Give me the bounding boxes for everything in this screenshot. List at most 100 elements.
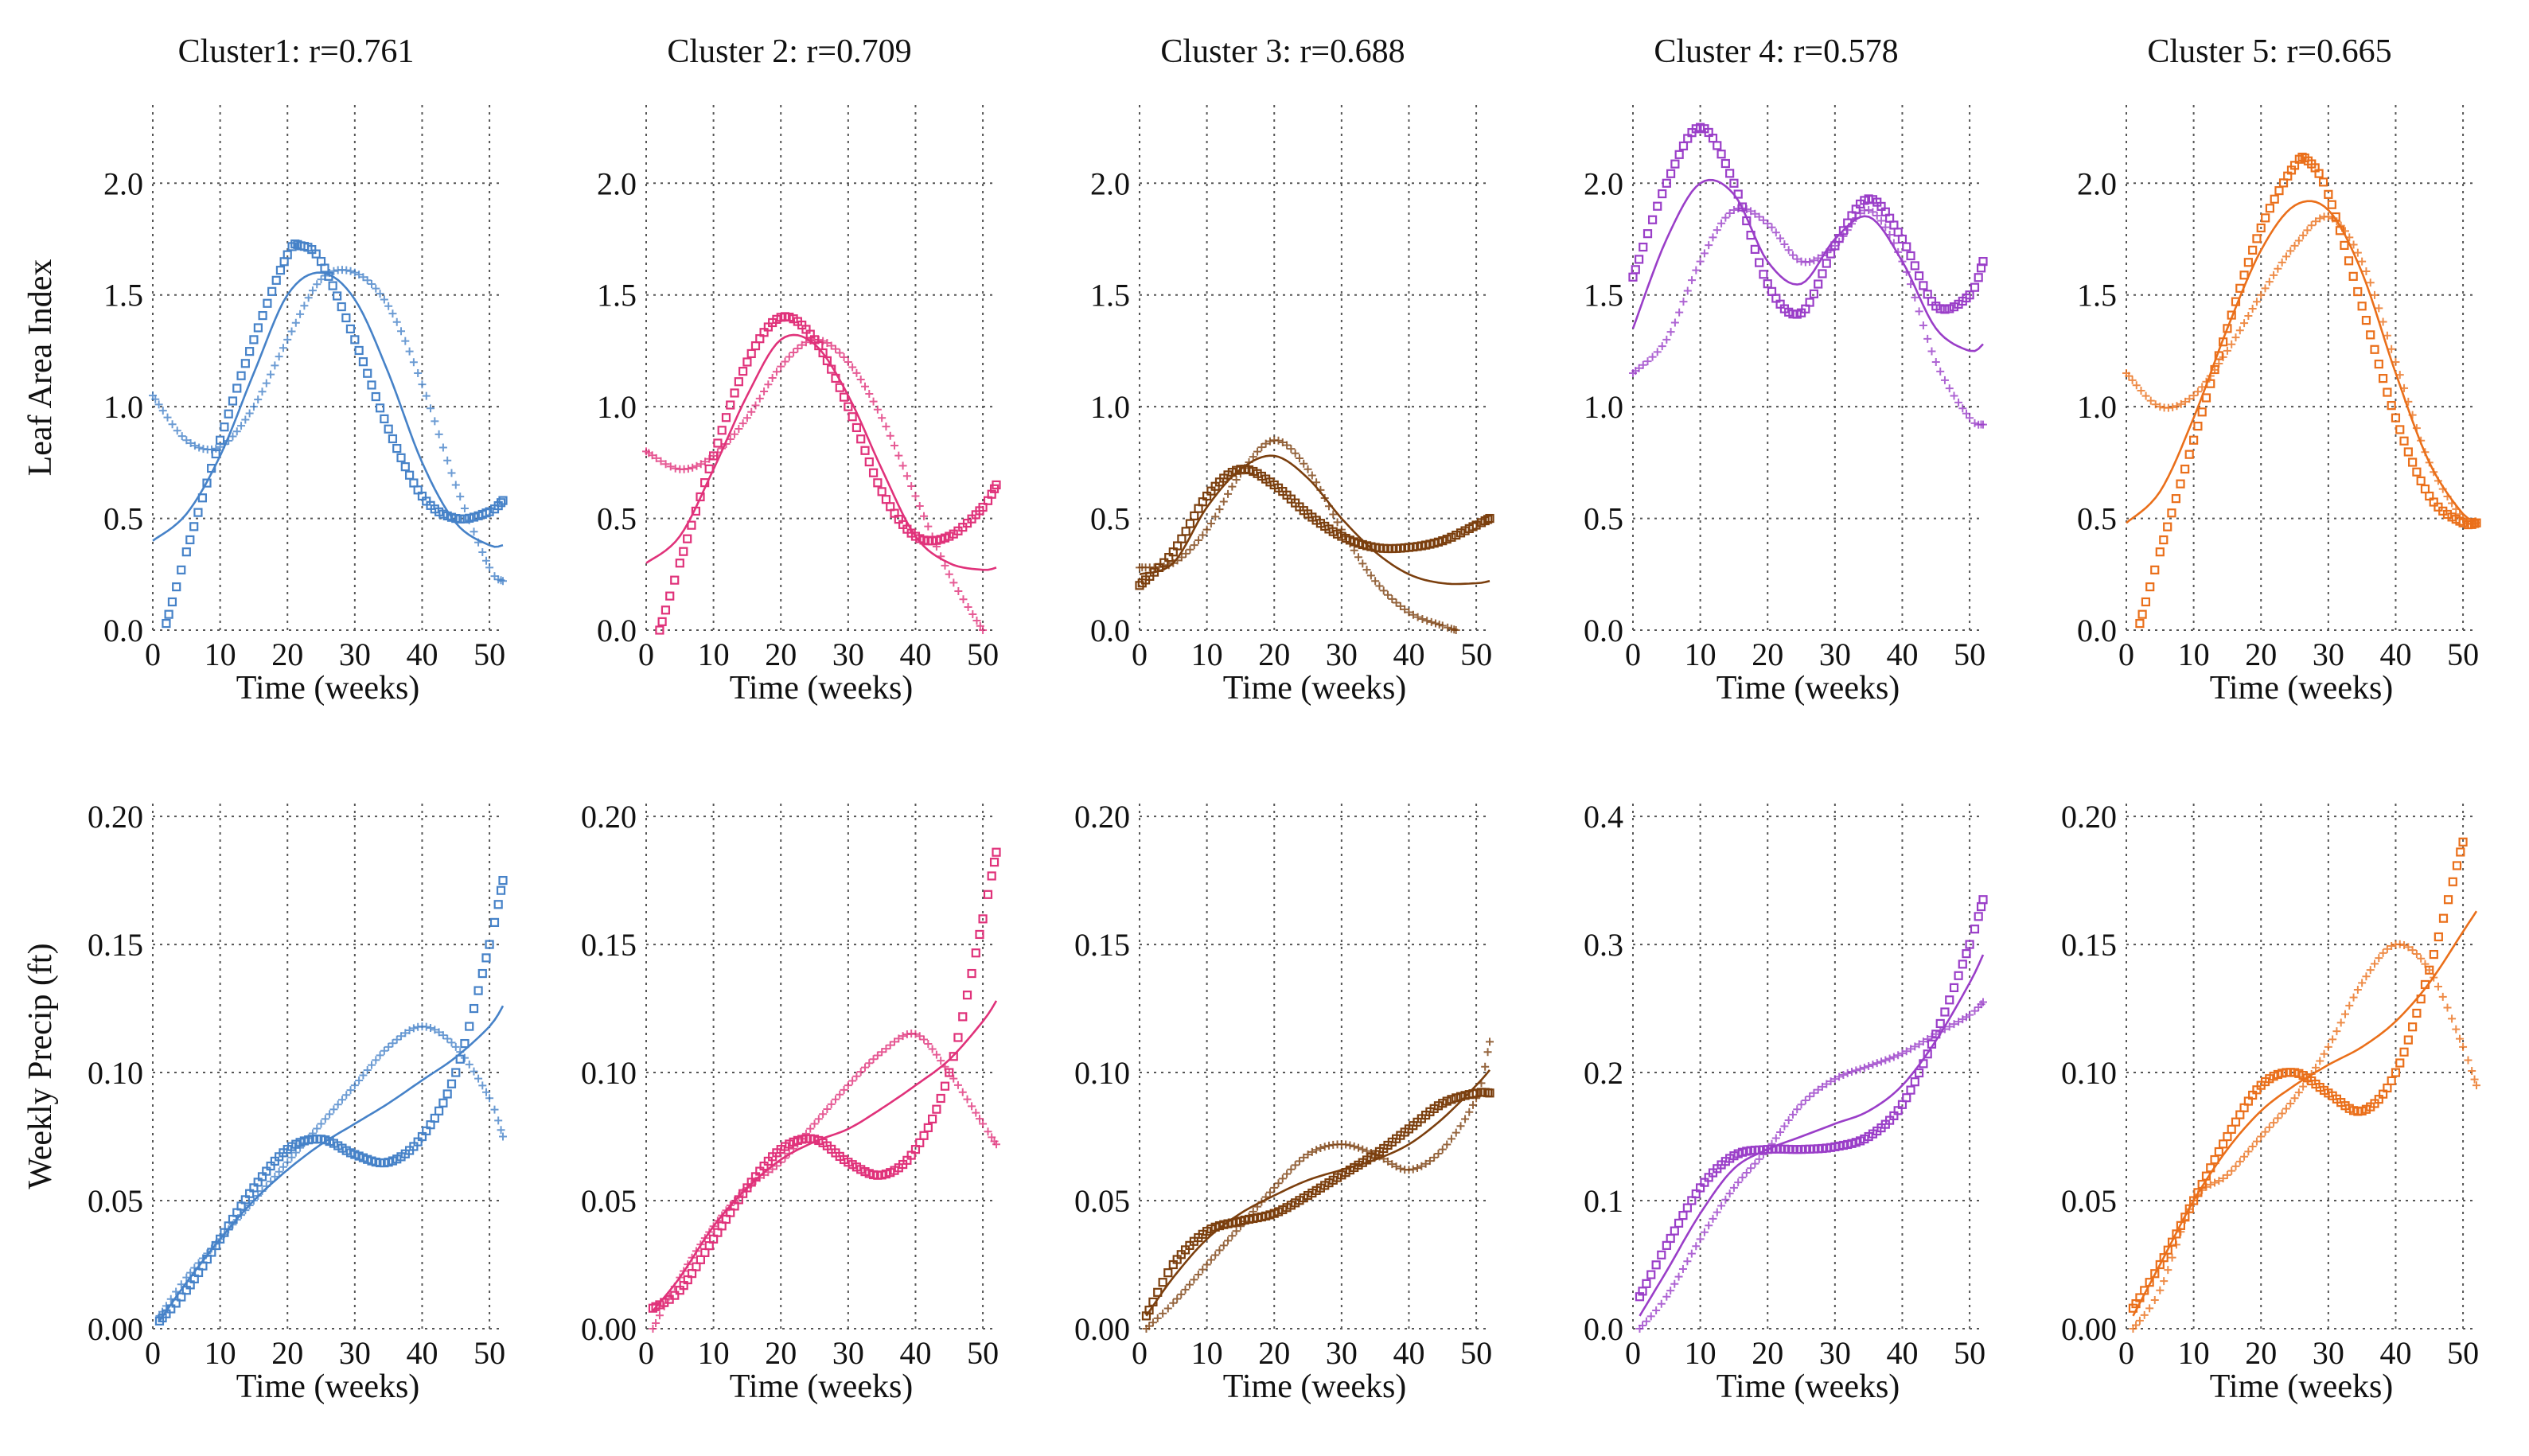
data-point-cross [949,578,958,587]
data-point-square [2193,1188,2203,1197]
data-point-cross [1877,1057,1886,1066]
panel-6: 0 10 20 30 40 50 0.00 0.05 0.10 0.15 0.20 Time (wee… [22,799,508,1405]
data-point-cross [2140,1310,2149,1319]
data-point-cross [2172,402,2181,411]
data-point-square [1809,289,1819,298]
data-point-cross [465,1060,473,1069]
data-point-cross [941,561,949,570]
data-point-cross [902,472,911,481]
x-tick-label: 20 [271,637,303,672]
y-tick-label: 0.05 [581,1183,637,1219]
data-point-square [328,281,337,290]
data-point-cross [1186,545,1194,554]
data-point-square [1940,305,1950,314]
data-point-cross [979,626,988,634]
data-point-square [473,986,483,995]
fitted-line [1639,954,1985,1317]
data-point-square [839,392,849,402]
data-point-cross [945,570,953,578]
data-point-cross [878,414,887,422]
x-tick-label: 40 [1393,1335,1424,1371]
data-point-square [1452,1093,1461,1103]
x-tick-label: 30 [2313,1335,2344,1371]
data-point-cross [1198,1265,1207,1274]
data-point-cross [915,1032,924,1041]
panel-title: Cluster 4: r=0.578 [1654,33,1898,70]
data-point-cross [1868,208,1877,216]
data-point-cross [350,268,359,277]
data-point-cross [1265,437,1274,446]
data-point-square [2171,494,2181,504]
data-point-cross [1190,541,1198,550]
data-point-cross [1797,1100,1806,1109]
data-point-cross [2168,1253,2176,1262]
data-point-cross [2227,1166,2236,1175]
data-point-square [1471,520,1481,530]
x-tick-label: 10 [205,637,236,672]
data-point-cross [1954,398,1963,407]
data-point-square [1631,265,1640,274]
data-point-cross [2387,345,2396,353]
data-point-square [1978,895,1988,905]
data-point-cross [1700,1228,1709,1236]
data-point-cross [688,463,697,472]
data-point-cross [1721,213,1730,222]
data-point-cross [1444,623,1452,632]
data-point-cross [945,1069,953,1077]
y-tick-label: 1.5 [103,278,143,313]
data-point-cross [836,1090,844,1099]
data-point-cross [1793,255,1802,263]
data-point-cross [2227,340,2236,348]
data-point-cross [1198,531,1207,539]
data-point-square [1670,1226,1679,1236]
data-point-cross [701,457,710,466]
data-point-square [1658,189,1667,199]
data-point-square [978,502,988,512]
data-point-square [1717,150,1726,159]
data-point-cross [228,432,237,441]
data-point-cross [2286,1100,2295,1108]
data-point-cross [772,368,781,376]
data-point-cross [2248,1142,2257,1150]
x-tick-label: 50 [1460,637,1492,672]
data-point-cross [1674,1272,1683,1281]
data-point-square [1826,249,1836,259]
data-point-cross [1666,328,1675,337]
panel-title: Cluster1: r=0.761 [178,33,415,70]
panel-title: Cluster 5: r=0.665 [2147,33,2391,70]
data-point-cross [1215,1246,1224,1255]
data-point-cross [2132,381,2141,390]
data-point-cross [438,443,447,452]
data-point-cross [1881,1056,1890,1065]
data-point-square [481,953,491,963]
data-point-cross [1713,1208,1721,1217]
data-point-square [489,917,500,928]
data-point-cross [781,357,789,366]
data-point-square [1485,1088,1494,1098]
data-point-cross [1181,1285,1190,1294]
y-tick-label: 2.0 [1584,165,1623,201]
data-point-cross [1396,601,1405,610]
y-tick-label: 0.1 [1584,1183,1623,1219]
data-point-cross [2438,992,2447,1001]
data-point-cross [972,617,981,625]
y-tick-label: 2.0 [2077,165,2117,201]
data-point-square [2378,374,2388,383]
data-point-square [451,1068,461,1077]
x-tick-label: 10 [1191,1335,1223,1371]
data-point-cross [1194,535,1203,544]
data-point-cross [1751,1159,1759,1168]
data-point-square [2429,497,2438,507]
data-point-square [2374,360,2383,369]
x-tick-label: 50 [1954,637,1985,672]
y-tick-label: 0.15 [1074,927,1130,963]
data-point-cross [262,379,271,387]
data-point-cross [2128,376,2137,384]
data-point-square [1965,290,1974,300]
data-point-cross [1970,419,1979,427]
data-point-cross [2278,1109,2286,1118]
data-point-cross [2307,221,2316,230]
data-point-cross [2257,1132,2266,1141]
data-point-cross [801,338,810,347]
data-point-cross [1830,1075,1839,1084]
